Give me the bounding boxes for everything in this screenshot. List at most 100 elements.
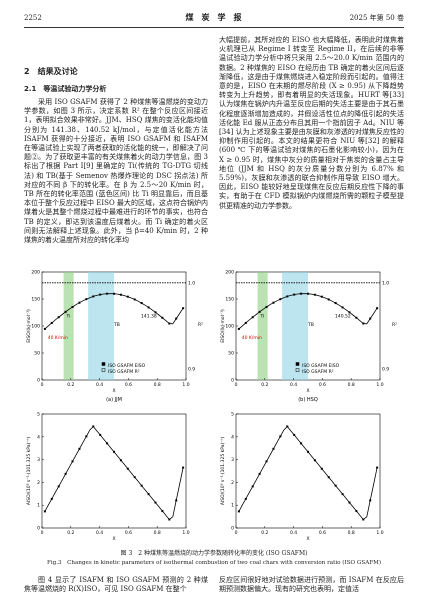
y-axis-label: EISO/(kJ·mol⁻¹) — [26, 309, 32, 343]
x-tick-label: 0.6 — [319, 530, 326, 536]
x-axis-label: X — [306, 536, 309, 542]
curve-marker — [85, 298, 88, 301]
curve-marker — [168, 322, 171, 325]
legend-label: ISO GSAFM EISO — [108, 363, 146, 369]
curve-marker — [133, 476, 136, 479]
x-tick-label: 0.8 — [154, 530, 161, 536]
caption-cn: 图 3 2 种煤焦等温燃烧的动力学参数随转化率的变化 (ISO GSAFM) — [120, 550, 308, 557]
curve-marker — [251, 485, 254, 488]
curve-marker — [154, 501, 157, 504]
curve-marker — [161, 510, 164, 513]
annotation: Ti — [259, 313, 264, 319]
annotation: 141.38 — [141, 313, 157, 319]
x-tick-label: 0.4 — [290, 382, 297, 388]
panel-label: (b) HSQ — [298, 397, 318, 403]
subsection-heading: 2.1 等温试验动力学分析 — [24, 85, 107, 93]
y-tick-label: 2 — [231, 480, 234, 486]
x-tick-label: 0 — [235, 530, 238, 536]
y-tick-label: 0 — [231, 526, 234, 532]
issue: 2025 年第 50 卷 — [349, 14, 404, 22]
y-tick-label: 150 — [225, 297, 234, 303]
curve-marker — [272, 301, 275, 304]
curve-marker — [313, 459, 316, 462]
curve-marker — [369, 317, 372, 320]
y2-tick-label: 0.9 — [382, 367, 389, 373]
y-tick-label: 0 — [37, 526, 40, 532]
x-tick-label: 1.0 — [376, 382, 383, 388]
x-tick-label: 0 — [235, 382, 238, 388]
annotation: TB — [307, 322, 314, 328]
y-tick-label: 200 — [225, 270, 234, 276]
curve-marker — [92, 425, 95, 428]
y-axis-label: EISO/(kJ·mol⁻¹) — [220, 309, 226, 343]
x-tick-label: 0.8 — [348, 382, 355, 388]
curve-marker — [293, 433, 296, 436]
curve-marker — [43, 510, 46, 513]
curve-marker — [140, 302, 143, 305]
x-tick-label: 0.4 — [96, 530, 103, 536]
y-tick-label: 200 — [31, 270, 40, 276]
x-tick-label: 1.0 — [182, 530, 189, 536]
y2-axis-label: R² — [198, 322, 203, 328]
curve-marker — [182, 307, 185, 310]
plot-frame — [41, 413, 187, 529]
curve-marker — [168, 518, 171, 521]
curve-marker — [71, 460, 74, 463]
x-tick-label: 0.2 — [261, 530, 268, 536]
curve-marker — [265, 305, 268, 308]
curve-marker — [182, 466, 185, 469]
x-tick-label: 0.6 — [125, 530, 132, 536]
x-tick-label: 0.4 — [290, 530, 297, 536]
y-tick-label: 1 — [231, 503, 234, 509]
curve-marker — [320, 467, 323, 470]
caption-en: Fig.3 Changes in kinetic parameters of i… — [46, 560, 382, 566]
x-tick-label: 0.2 — [261, 382, 268, 388]
annotation: TB — [113, 322, 120, 328]
curve-marker — [327, 298, 330, 301]
legend-marker — [101, 368, 106, 372]
curve-marker — [113, 450, 115, 453]
curve-marker — [106, 442, 109, 445]
x-tick-label: 0 — [41, 382, 44, 388]
curve-marker — [376, 307, 379, 310]
annotation: 40 K/min — [48, 335, 68, 341]
y-tick-label: 100 — [225, 324, 234, 330]
paragraph: 大幅提前，其所对应的 EISO 也大幅降低，表明此时煤焦着火机理已从 Regim… — [219, 36, 404, 210]
y2-tick-label: 1.0 — [188, 280, 195, 286]
annotation: Ti — [65, 313, 70, 319]
curve-marker — [85, 435, 88, 438]
y2-axis-label: R² — [392, 322, 397, 328]
y-tick-label: 3 — [37, 457, 40, 463]
legend-label: ISO GSAFM R² — [302, 369, 334, 375]
curve-marker — [119, 459, 122, 462]
x-tick-label: 1.0 — [182, 382, 189, 388]
x-tick-label: 0.6 — [319, 382, 326, 388]
curve-marker — [154, 311, 157, 314]
curve-marker — [64, 310, 67, 313]
y2-tick-label: 1.0 — [382, 280, 389, 286]
x-tick-label: 0.2 — [67, 382, 74, 388]
curve-marker — [140, 484, 143, 487]
curve-marker — [64, 472, 67, 475]
legend-marker — [101, 362, 106, 366]
paragraph: 反应区间很好地对试验数据进行预测，而 ISAFM 在反应后期预测数据偏大。现有的… — [219, 576, 404, 594]
curve-marker — [307, 292, 309, 295]
curve-marker — [334, 302, 337, 305]
plot-frame — [235, 413, 381, 529]
x-axis-label: X — [112, 388, 115, 394]
curve-marker — [258, 472, 261, 475]
header-rule — [24, 27, 404, 28]
curve-marker — [175, 317, 178, 320]
curve-marker — [251, 316, 254, 319]
y-tick-label: 4 — [37, 434, 40, 440]
curve-marker — [43, 327, 46, 330]
curve-marker — [237, 327, 240, 330]
curve-marker — [313, 293, 316, 296]
y-tick-label: 150 — [31, 297, 40, 303]
ignition-band — [63, 272, 74, 380]
curve-marker — [50, 321, 53, 324]
curve-marker — [78, 447, 81, 450]
y-tick-label: 4 — [231, 434, 234, 440]
curve-marker — [119, 293, 122, 296]
